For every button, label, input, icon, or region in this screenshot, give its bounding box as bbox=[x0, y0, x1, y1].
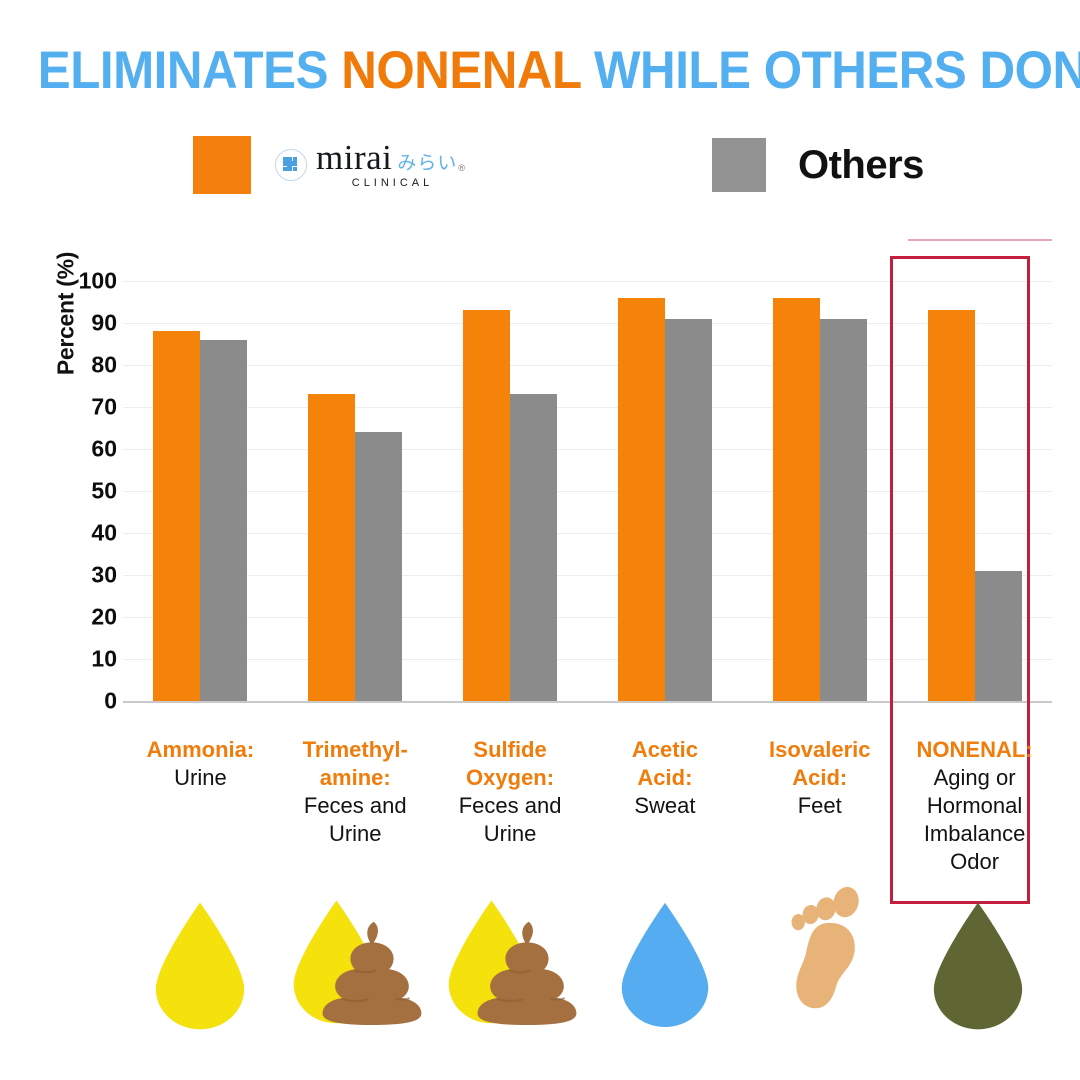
gridline bbox=[123, 491, 1052, 492]
category-icons-row bbox=[123, 866, 1052, 1046]
y-axis-tick-label: 30 bbox=[91, 561, 117, 588]
y-axis-tick-label: 100 bbox=[78, 267, 117, 294]
bar-mirai bbox=[927, 310, 975, 701]
category-source: Hormonal bbox=[926, 792, 1023, 818]
gridline bbox=[123, 365, 1052, 366]
category-source: Urine bbox=[328, 820, 382, 846]
x-axis-category-labels: Ammonia: Urine Trimethyl-amine: Feces and Ur… bbox=[123, 736, 1052, 906]
category-source: Urine bbox=[174, 764, 227, 790]
category-icon-slot bbox=[745, 865, 895, 1030]
highlight-top-rule bbox=[908, 239, 1052, 241]
x-category-label: Sulfide Oxygen: Feces and Urine bbox=[433, 736, 588, 848]
category-source: Feces and bbox=[303, 792, 407, 818]
gridline bbox=[123, 281, 1052, 282]
x-category-label: Ammonia: Urine bbox=[123, 736, 278, 792]
plot-area: 0 10 20 30 40 50 60 70 80 90 100 bbox=[79, 268, 1052, 714]
poop-icon bbox=[318, 919, 426, 1030]
category-source: Urine bbox=[483, 820, 537, 846]
category-icon-slot bbox=[125, 865, 275, 1030]
category-name: amine: bbox=[319, 764, 391, 790]
category-name: Acid: bbox=[792, 764, 848, 790]
title-part1: ELIMINATES bbox=[37, 41, 342, 100]
mirai-japanese-text: みらい bbox=[397, 152, 458, 174]
mirai-wordmark: mirai bbox=[316, 138, 393, 177]
bars-layer bbox=[123, 281, 1052, 701]
category-name: Acid: bbox=[637, 764, 693, 790]
x-axis-line bbox=[123, 701, 1052, 703]
title-highlight-nonenal: NONENAL bbox=[341, 41, 581, 100]
nonenal-highlight-box bbox=[890, 256, 1030, 904]
category-name: Trimethyl- bbox=[302, 737, 408, 762]
mirai-clinical-subtitle: CLINICAL bbox=[351, 177, 434, 189]
category-name: Acetic bbox=[631, 737, 698, 762]
gridline bbox=[123, 323, 1052, 324]
y-axis-tick-label: 80 bbox=[91, 351, 117, 378]
y-axis-tick-label: 10 bbox=[91, 645, 117, 672]
category-source: Feet bbox=[797, 792, 842, 818]
olive-droplet-icon bbox=[930, 900, 1026, 1030]
y-axis-tick-label: 20 bbox=[91, 603, 117, 630]
mirai-clinical-logo: mirai みらい ® CLINICAL bbox=[275, 138, 466, 189]
legend-swatch-gray bbox=[712, 138, 766, 192]
bar-mirai bbox=[308, 394, 356, 701]
bar-others bbox=[974, 570, 1022, 701]
category-icon-slot bbox=[900, 865, 1050, 1030]
category-name: Isovaleric bbox=[768, 737, 871, 762]
gridline bbox=[123, 533, 1052, 534]
category-icon-slot bbox=[590, 865, 740, 1030]
gridline bbox=[123, 659, 1052, 660]
x-category-label: Isovaleric Acid: Feet bbox=[742, 736, 897, 820]
bar-mirai bbox=[617, 297, 665, 701]
gridline bbox=[123, 575, 1052, 576]
bar-others bbox=[819, 318, 867, 701]
gridline bbox=[123, 407, 1052, 408]
title-part2: WHILE OTHERS DON’T bbox=[580, 41, 1080, 100]
page-title: ELIMINATES NONENAL WHILE OTHERS DON’T bbox=[37, 41, 1080, 100]
footprint-icon bbox=[781, 873, 869, 1028]
category-icon-slot bbox=[280, 865, 430, 1030]
category-source: Feces and bbox=[458, 792, 562, 818]
category-source: Odor bbox=[950, 848, 1000, 874]
chart-legend: mirai みらい ® CLINICAL Others bbox=[0, 136, 1080, 206]
legend-swatch-orange bbox=[193, 136, 251, 194]
yellow-droplet-icon bbox=[152, 900, 248, 1030]
x-category-label: Acetic Acid: Sweat bbox=[588, 736, 743, 820]
category-source: Aging or bbox=[933, 764, 1016, 790]
x-category-label: Trimethyl-amine: Feces and Urine bbox=[278, 736, 433, 848]
y-axis-tick-label: 60 bbox=[91, 435, 117, 462]
category-name: Sulfide bbox=[473, 737, 547, 762]
bar-mirai bbox=[772, 297, 820, 701]
category-icon-slot bbox=[435, 865, 585, 1030]
bar-others bbox=[510, 394, 558, 701]
legend-item-mirai-clinical: mirai みらい ® CLINICAL bbox=[193, 136, 465, 194]
bar-others bbox=[355, 432, 403, 701]
y-axis-tick-label: 90 bbox=[91, 309, 117, 336]
bar-mirai bbox=[153, 331, 201, 701]
gridline bbox=[123, 449, 1052, 450]
poop-icon bbox=[473, 919, 581, 1030]
legend-item-others: Others bbox=[712, 138, 924, 192]
y-axis-tick-label: 40 bbox=[91, 519, 117, 546]
bar-mirai bbox=[463, 310, 511, 701]
category-source: Imbalance bbox=[923, 820, 1026, 846]
registered-mark: ® bbox=[458, 163, 466, 173]
y-axis-tick-label: 70 bbox=[91, 393, 117, 420]
y-axis-tick-label: 0 bbox=[104, 687, 117, 714]
mirai-flower-mark-icon bbox=[275, 149, 307, 181]
bar-others bbox=[200, 339, 248, 701]
category-source: Sweat bbox=[634, 792, 696, 818]
category-name: Ammonia: bbox=[146, 737, 255, 762]
category-name: Oxygen: bbox=[466, 764, 555, 790]
legend-label-others: Others bbox=[798, 142, 924, 187]
blue-droplet-icon bbox=[618, 900, 714, 1030]
bar-others bbox=[664, 318, 712, 701]
y-axis-tick-label: 50 bbox=[91, 477, 117, 504]
gridline bbox=[123, 617, 1052, 618]
x-category-label: NONENAL: Aging or Hormonal Imbalance Odor bbox=[897, 736, 1052, 876]
category-name: NONENAL: bbox=[916, 737, 1033, 762]
